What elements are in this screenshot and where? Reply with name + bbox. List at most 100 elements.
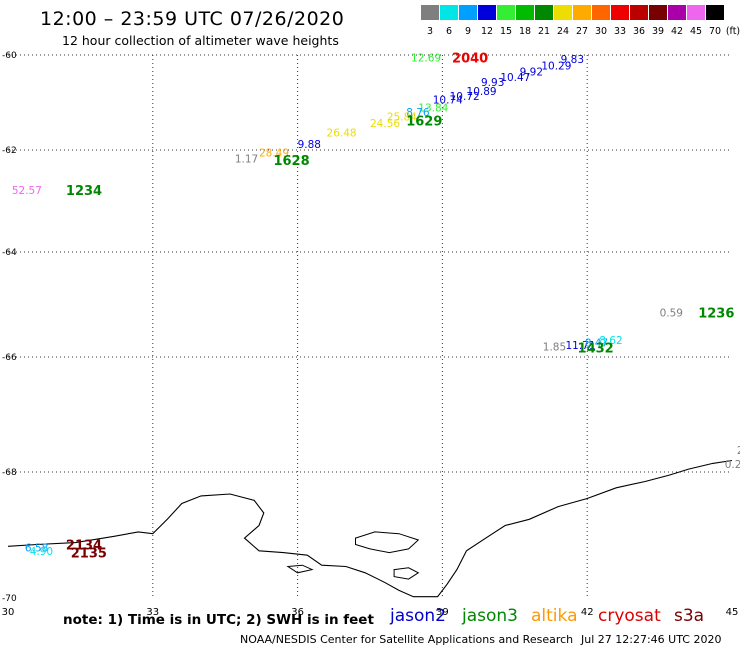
lon-tick-label: 36 — [291, 607, 304, 618]
scale-swatch — [421, 5, 439, 20]
wave-height-value: 1.17 — [235, 154, 258, 166]
wave-height-value: 10.72 — [450, 91, 480, 103]
pass-time-label: 1629 — [406, 115, 442, 130]
scale-label: 33 — [613, 26, 627, 37]
map-title: 12:00 – 23:59 UTC 07/26/2020 — [40, 8, 345, 30]
lat-tick-label: -66 — [2, 353, 17, 363]
scale-label: 15 — [499, 26, 513, 37]
island-outline — [355, 531, 420, 554]
scale-label: 18 — [518, 26, 532, 37]
scale-label: 70 — [708, 26, 722, 37]
wave-height-value: 9.93 — [481, 77, 504, 89]
wave-height-observations: 12.69 10.299.83 9.9210.479.9310.8910.7210.… — [12, 52, 740, 557]
pass-time-label: 1236 — [698, 306, 734, 321]
scale-swatch — [516, 5, 534, 20]
wave-height-value: 1.85 — [543, 342, 566, 354]
legend-s3a: s3a — [674, 606, 705, 626]
legend-jason3: jason3 — [462, 606, 518, 626]
scale-swatch — [459, 5, 477, 20]
island-outline — [393, 567, 420, 580]
scale-swatch — [497, 5, 515, 20]
wave-height-value: 10.47 — [500, 72, 530, 84]
legend-altika: altika — [531, 606, 578, 626]
axis-tick-labels: 30 33 36 39 42 45 -60 -62 -64 -66 -68 -70 — [2, 51, 739, 618]
antarctic-coastline — [7, 459, 733, 598]
lat-tick-label: -62 — [2, 146, 17, 156]
lat-tick-label: -70 — [2, 594, 17, 604]
wave-height-value: 10.29 — [541, 60, 571, 72]
scale-swatch — [649, 5, 667, 20]
scale-swatch — [573, 5, 591, 20]
wave-height-value: 0.2 — [725, 459, 740, 471]
wave-height-value: 8.47 — [585, 337, 608, 349]
wave-height-value: 28.49 — [259, 148, 289, 160]
units-note: note: 1) Time is in UTC; 2) SWH is in fe… — [63, 612, 374, 628]
scale-label: 30 — [594, 26, 608, 37]
wave-height-value: 9.92 — [520, 67, 543, 79]
scale-swatch — [706, 5, 724, 20]
scale-label: 24 — [556, 26, 570, 37]
wave-height-value: 2 — [737, 445, 740, 457]
scale-swatch — [668, 5, 686, 20]
scale-label: 45 — [689, 26, 703, 37]
pass-time-label: 2040 — [452, 51, 488, 66]
footer-credit: NOAA/NESDIS Center for Satellite Applica… — [240, 633, 574, 646]
scale-label: 6 — [445, 26, 453, 37]
scale-label: 12 — [480, 26, 494, 37]
scale-swatch — [592, 5, 610, 20]
scale-swatch — [535, 5, 553, 20]
scale-swatch — [611, 5, 629, 20]
scale-label: 27 — [575, 26, 589, 37]
graticule-grid — [8, 54, 732, 598]
wave-height-value: 24.56 — [370, 118, 400, 130]
scale-label: 9 — [464, 26, 472, 37]
scale-label: 36 — [632, 26, 646, 37]
scale-label: 21 — [537, 26, 551, 37]
wave-height-value: 8.76 — [406, 107, 430, 119]
scale-label: 42 — [670, 26, 684, 37]
wave-height-value: 4.90 — [30, 546, 53, 558]
pass-time-label: 2134 — [66, 538, 102, 553]
lon-tick-label: 45 — [726, 607, 739, 618]
scale-label: 39 — [651, 26, 665, 37]
lat-tick-label: -68 — [2, 468, 17, 478]
scale-units: (ft) — [725, 26, 740, 37]
lat-tick-label: -64 — [2, 248, 17, 258]
scale-swatch — [478, 5, 496, 20]
lon-tick-label: 42 — [581, 607, 594, 618]
pass-time-label: 1234 — [66, 184, 102, 199]
footer-timestamp: Jul 27 12:27:46 UTC 2020 — [581, 633, 722, 646]
scale-swatch — [630, 5, 648, 20]
legend-jason2: jason2 — [390, 606, 446, 626]
coastline — [7, 459, 733, 598]
island-outline — [286, 564, 314, 574]
wave-height-value: 25.84 — [387, 111, 417, 123]
wave-height-value: 9.88 — [298, 139, 321, 151]
wave-height-value: 6.58 — [25, 543, 48, 555]
wave-height-value: 9.83 — [561, 54, 584, 66]
wave-height-value: 0.59 — [660, 307, 683, 319]
lat-tick-label: -60 — [2, 51, 17, 61]
wave-height-value: 10.89 — [467, 86, 497, 98]
wave-height-value: 12.69 — [411, 52, 441, 64]
wave-height-value: 52.57 — [12, 185, 42, 197]
legend-cryosat: cryosat — [598, 606, 661, 626]
scale-swatch — [687, 5, 705, 20]
map-subtitle: 12 hour collection of altimeter wave hei… — [62, 33, 339, 48]
wave-height-value: 8.62 — [599, 335, 622, 347]
wave-height-value: 13.84 — [418, 102, 448, 114]
scale-swatch — [554, 5, 572, 20]
scale-swatch — [440, 5, 458, 20]
wave-height-value: 26.48 — [327, 127, 357, 139]
pass-time-label: 1628 — [273, 154, 309, 169]
lon-tick-label: 30 — [2, 607, 15, 618]
wave-height-value: 11.71 — [565, 340, 595, 352]
pass-time-label: 1432 — [578, 342, 614, 357]
lon-tick-label: 33 — [146, 607, 159, 618]
scale-label: 3 — [426, 26, 434, 37]
pass-time-label: 2135 — [71, 547, 107, 562]
wave-height-value: 10.74 — [433, 95, 463, 107]
lon-tick-label: 39 — [436, 607, 449, 618]
